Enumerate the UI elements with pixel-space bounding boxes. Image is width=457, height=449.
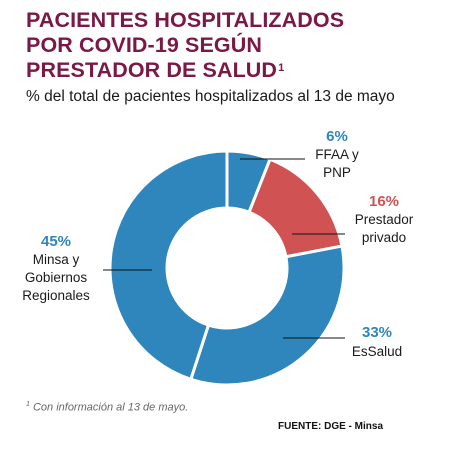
title-line-2: POR COVID-19 SEGÚN xyxy=(26,33,262,57)
slice-percent-label: 16% xyxy=(369,193,399,210)
slice-category-label: Regionales xyxy=(22,288,90,303)
title-line-3: PRESTADOR DE SALUD1 xyxy=(26,58,446,83)
slice-category-label: Gobiernos xyxy=(25,270,88,285)
source-note: FUENTE: DGE - Minsa xyxy=(278,421,384,432)
slice-percent-label: 45% xyxy=(41,233,71,250)
slice-essalud xyxy=(188,244,346,387)
slice-category-label: Prestador xyxy=(355,212,414,227)
slice-category-label: EsSalud xyxy=(352,344,402,359)
slice-category-label: PNP xyxy=(323,165,351,180)
title-footnote-marker: 1 xyxy=(278,62,285,74)
slice-percent-label: 33% xyxy=(362,324,392,341)
title-line-1: PACIENTES HOSPITALIZADOS xyxy=(26,8,345,32)
footnote-marker: 1 xyxy=(26,401,30,408)
title-line-3-text: PRESTADOR DE SALUD xyxy=(26,58,278,82)
slice-category-label: FFAA y xyxy=(315,147,359,162)
footnote: 1 Con información al 13 de mayo. xyxy=(26,401,188,414)
chart-title: PACIENTES HOSPITALIZADOS POR COVID-19 SE… xyxy=(26,8,446,83)
slice-category-label: Minsa y xyxy=(33,252,80,267)
slice-minsa-y-gobiernos-regionales xyxy=(108,149,229,382)
footnote-text: Con información al 13 de mayo. xyxy=(29,401,189,414)
chart-subtitle: % del total de pacientes hospitalizados … xyxy=(26,88,395,105)
slice-category-label: privado xyxy=(362,230,406,245)
slice-percent-label: 6% xyxy=(326,128,348,145)
